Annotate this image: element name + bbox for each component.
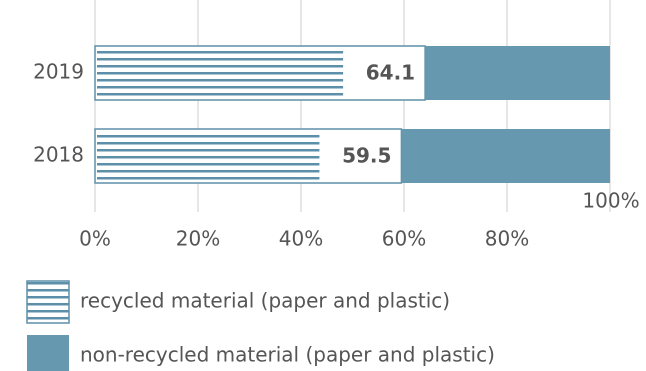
y-tick-label: 2018: [33, 143, 84, 167]
x-tick-label: 60%: [382, 227, 426, 251]
legend-label: non-recycled material (paper and plastic…: [80, 343, 495, 367]
data-label: 59.5: [342, 144, 391, 168]
y-tick-label: 2019: [33, 60, 84, 84]
x-tick-label: 0%: [79, 227, 111, 251]
bar-segment: [401, 129, 610, 183]
bar-stripes: [97, 49, 344, 97]
x-tick-label: 40%: [279, 227, 323, 251]
x-tick-label: 80%: [485, 227, 529, 251]
x-tick-label: 100%: [582, 189, 639, 213]
legend-swatch: [26, 280, 70, 324]
legend-label: recycled material (paper and plastic): [80, 289, 450, 313]
bar-segment: [425, 46, 610, 100]
data-label: 64.1: [366, 61, 415, 85]
legend-swatch: [27, 335, 69, 371]
bar-stripes: [97, 132, 320, 180]
x-tick-label: 20%: [176, 227, 220, 251]
